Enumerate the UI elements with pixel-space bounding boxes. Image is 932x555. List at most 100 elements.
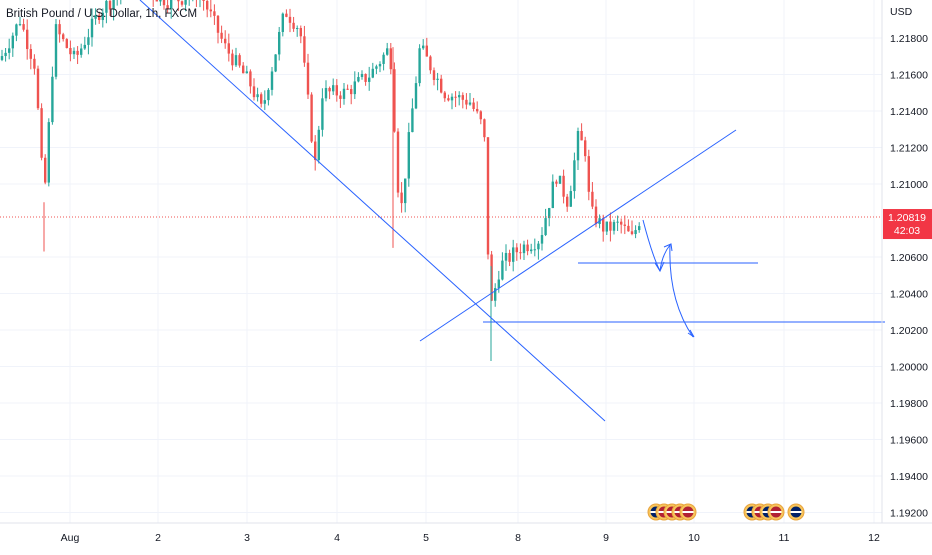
candle-body — [515, 247, 518, 253]
price-tick-label: 1.19200 — [890, 508, 928, 520]
candle-body — [450, 96, 454, 101]
candle-body — [339, 95, 342, 99]
candle-body — [209, 9, 212, 12]
candle-body — [224, 38, 227, 44]
candle-body — [587, 156, 590, 192]
candle-body — [440, 78, 443, 93]
candle-body — [490, 254, 493, 301]
candle-body — [101, 12, 104, 21]
time-tick-label: 4 — [334, 532, 340, 544]
candle-body — [270, 71, 274, 90]
candle-body — [58, 24, 61, 35]
candle-body — [454, 96, 457, 98]
candle-body — [267, 89, 270, 101]
time-tick-label: 2 — [155, 532, 161, 544]
candle-body — [206, 0, 209, 10]
candle-body — [386, 48, 389, 55]
candle-body — [396, 131, 400, 193]
candle-body — [170, 0, 173, 9]
candles — [0, 0, 641, 362]
candle-body — [8, 48, 11, 53]
uk-flag-icon — [787, 503, 805, 521]
candle-body — [537, 243, 540, 250]
candle-body — [573, 160, 576, 192]
candle-body — [90, 18, 94, 38]
time-tick-label: 9 — [603, 532, 609, 544]
candle-body — [51, 76, 54, 123]
candle-body — [162, 0, 166, 6]
candle-body — [526, 244, 529, 252]
candle-body — [360, 73, 364, 77]
candle-body — [432, 70, 436, 80]
candle-body — [602, 218, 605, 232]
candle-body — [159, 0, 162, 2]
candle-body — [476, 108, 479, 112]
candle-body — [11, 35, 14, 49]
event-marker-stripe — [770, 511, 782, 513]
candle-body — [303, 36, 306, 63]
candle-body — [504, 252, 508, 261]
candle-body — [274, 54, 277, 72]
price-tick-label: 1.20400 — [890, 289, 928, 301]
candle-body — [105, 0, 108, 13]
candle-body — [501, 260, 504, 280]
candle-body — [26, 29, 29, 50]
candle-body — [425, 45, 428, 57]
candle-body — [422, 45, 425, 49]
event-marker-stripe — [682, 511, 694, 513]
candle-body — [155, 0, 158, 2]
candle-body — [544, 218, 547, 236]
candle-body — [112, 0, 115, 10]
candle-body — [609, 221, 612, 231]
candle-body — [108, 0, 112, 10]
drawings[interactable] — [0, 0, 885, 422]
event-markers[interactable] — [647, 503, 805, 521]
grid — [0, 0, 882, 523]
candle-body — [314, 141, 317, 160]
candle-body — [404, 178, 407, 204]
candle-body — [429, 56, 432, 71]
trendline-ascending — [419, 129, 737, 342]
candle-body — [548, 208, 551, 219]
candle-body — [342, 88, 346, 99]
candle-body — [630, 231, 634, 235]
price-axis[interactable]: 1.21800 1.21600 1.21400 1.21200 1.21000 1.206… — [881, 0, 932, 523]
candle-body — [458, 95, 461, 98]
candle-body — [566, 196, 569, 207]
candle-body — [465, 99, 468, 105]
candle-body — [519, 252, 522, 254]
candle-body — [310, 94, 313, 142]
candle-body — [472, 102, 475, 109]
last-price-value: 1.20819 — [888, 212, 926, 224]
candle-body — [569, 191, 572, 207]
time-tick-label: 5 — [423, 532, 429, 544]
candle-body — [479, 111, 482, 120]
candle-body — [335, 85, 338, 96]
price-tick-label: 1.20000 — [890, 362, 928, 374]
candle-body — [227, 43, 230, 54]
time-tick-label: 3 — [244, 532, 250, 544]
candle-body — [616, 221, 619, 223]
price-tick-label: 1.20200 — [890, 325, 928, 337]
candle-body — [263, 100, 266, 104]
candle-body — [65, 39, 68, 48]
candle-body — [47, 122, 50, 183]
candle-body — [371, 68, 374, 78]
candle-body — [36, 68, 40, 109]
time-tick-label: 8 — [515, 532, 521, 544]
candle-body — [551, 181, 554, 209]
candle-body — [562, 175, 565, 197]
candle-body — [213, 11, 216, 16]
candle-body — [87, 37, 90, 45]
event-marker-stripe — [790, 511, 802, 513]
candle-body — [317, 129, 320, 160]
candle-body — [443, 92, 446, 99]
candle-body — [584, 140, 587, 157]
arrow-head-down-2 — [687, 329, 695, 338]
candle-body — [634, 230, 637, 235]
candle-body — [234, 55, 238, 66]
time-axis[interactable]: Aug 2 3 4 5 8 9 10 11 12 — [0, 522, 932, 544]
candle-body — [22, 24, 25, 30]
